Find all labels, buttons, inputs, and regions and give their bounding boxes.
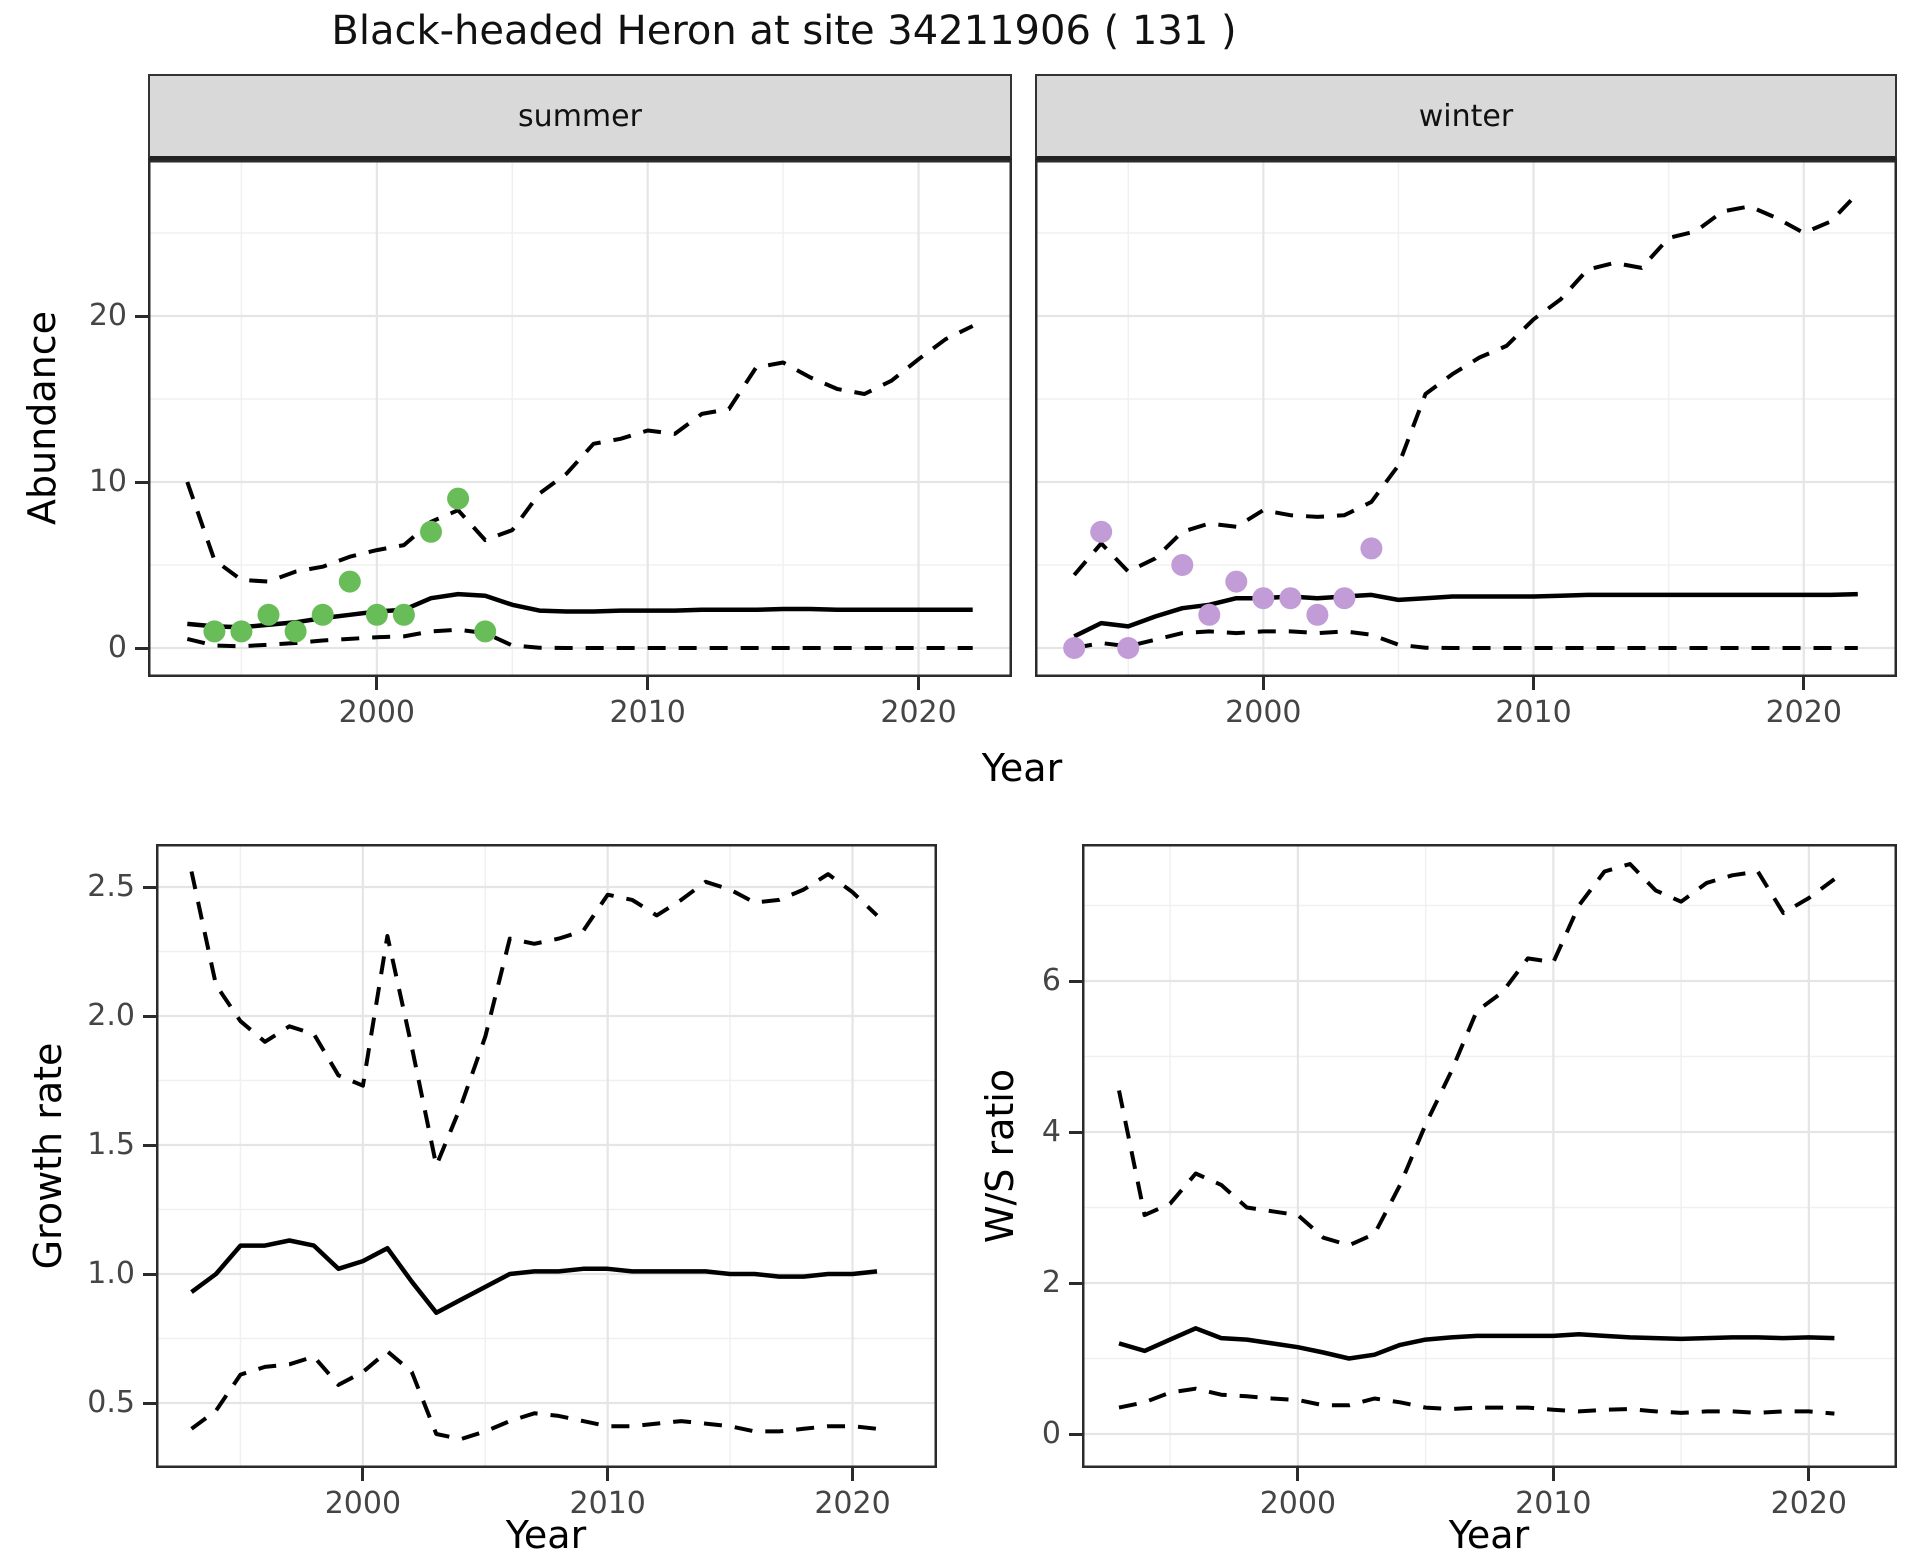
x-tick-label: 2010 (609, 695, 686, 730)
abundance_summer-median-line (187, 591, 973, 630)
growth_rate-median-line (190, 1238, 878, 1315)
x-tick-label: 2000 (1259, 1486, 1337, 1521)
y-tick-mark (143, 1143, 156, 1147)
x-tick-label: 2020 (1765, 695, 1842, 730)
y-tick-mark (143, 885, 156, 889)
y-tick-mark (1069, 1281, 1082, 1285)
facet-strip-winter: winter (1035, 74, 1897, 160)
y-tick-mark (143, 1401, 156, 1405)
abundance_winter-point (1306, 603, 1329, 626)
abundance_winter-svg (1035, 160, 1897, 677)
y-tick-mark (1069, 979, 1082, 983)
abundance_winter-point (1360, 537, 1383, 560)
y-tick-label: 4 (1041, 1114, 1061, 1149)
abundance_summer-point (420, 520, 442, 543)
x-tick-mark (1807, 1468, 1811, 1481)
x-tick-label: 2000 (338, 695, 416, 730)
abundance_winter-ci-line (1072, 191, 1860, 577)
y-tick-label: 20 (88, 298, 127, 333)
abundance_winter-point (1117, 637, 1140, 659)
y-tick-mark (135, 314, 148, 318)
abundance_summer-point (311, 603, 334, 626)
abundance_summer-point (338, 570, 361, 593)
abundance_winter-point (1252, 587, 1275, 610)
ws_ratio-ci-line (1118, 1386, 1835, 1416)
y-tick-label: 10 (88, 464, 127, 499)
x-tick-label: 2020 (814, 1486, 891, 1521)
abundance_winter-point (1279, 587, 1302, 610)
ws_ratio-ci-line (1117, 862, 1836, 1248)
x-tick-mark (375, 677, 379, 690)
x-tick-label: 2010 (1515, 1486, 1592, 1521)
y-tick-mark (1069, 1432, 1082, 1436)
x-tick-mark (361, 1468, 365, 1481)
facet-label-summer: summer (518, 98, 642, 134)
y-tick-label: 0.5 (87, 1385, 135, 1420)
y-tick-label: 6 (1041, 963, 1061, 998)
abundance_summer-ci-line (185, 324, 974, 584)
x-tick-label: 2000 (324, 1486, 402, 1521)
y-tick-label: 0 (1041, 1416, 1061, 1451)
y-tick-label: 0 (107, 630, 127, 665)
panel-abundance-summer (148, 160, 1012, 677)
abundance_winter-point (1171, 554, 1194, 576)
abundance_winter-point (1063, 637, 1086, 659)
growth_rate-ci-line (190, 1349, 878, 1442)
y-tick-label: 1.5 (87, 1127, 135, 1162)
abundance_winter-point (1333, 587, 1356, 610)
facet-label-winter: winter (1418, 98, 1514, 134)
y-tick-label: 2.5 (87, 869, 135, 904)
plot-title: Black-headed Heron at site 34211906 ( 13… (331, 8, 1237, 54)
x-tick-mark (917, 677, 921, 690)
y-tick-mark (1069, 1130, 1082, 1134)
x-tick-mark (851, 1468, 855, 1481)
abundance_summer-point (365, 603, 388, 626)
abundance_winter-point (1225, 570, 1248, 593)
x-axis-title-year-ws: Year (1448, 1513, 1530, 1557)
x-tick-label: 2000 (1225, 695, 1302, 730)
x-tick-label: 2010 (569, 1486, 646, 1521)
facet-strip-summer: summer (148, 74, 1012, 160)
ws_ratio-median-line (1118, 1326, 1835, 1361)
x-tick-mark (1532, 677, 1536, 690)
abundance_winter-point (1090, 520, 1113, 543)
abundance_summer-svg (148, 160, 1012, 677)
x-axis-title-year-top: Year (981, 746, 1063, 790)
abundance_summer-point (447, 487, 470, 510)
abundance_summer-point (474, 620, 497, 643)
abundance_summer-point (203, 620, 226, 643)
x-tick-mark (606, 1468, 610, 1481)
abundance_winter-point (1198, 603, 1221, 626)
abundance_summer-point (284, 620, 307, 643)
abundance_summer-ci-line (186, 627, 973, 650)
panel-abundance-winter (1035, 160, 1897, 677)
panel-growth-rate (156, 844, 937, 1468)
growth_rate-svg (156, 844, 937, 1468)
abundance_summer-point (230, 620, 253, 643)
abundance_summer-point (392, 603, 415, 626)
abundance_summer-point (257, 603, 280, 626)
y-tick-label: 1.0 (87, 1256, 135, 1291)
growth_rate-ci-line (189, 871, 879, 1168)
panel-ws-ratio (1082, 844, 1897, 1468)
y-tick-mark (143, 1272, 156, 1276)
y-tick-mark (135, 646, 148, 650)
x-tick-mark (1802, 677, 1806, 690)
x-tick-label: 2010 (1495, 695, 1572, 730)
x-tick-mark (646, 677, 650, 690)
y-tick-label: 2 (1041, 1265, 1061, 1300)
x-tick-label: 2020 (880, 695, 957, 730)
ws_ratio-svg (1082, 844, 1897, 1468)
y-tick-mark (135, 480, 148, 484)
x-axis-title-year-growth: Year (505, 1513, 587, 1557)
x-tick-mark (1261, 677, 1265, 690)
abundance_winter-ci-line (1073, 629, 1858, 650)
abundance_winter-median-line (1073, 591, 1858, 639)
y-tick-mark (143, 1014, 156, 1018)
y-tick-label: 2.0 (87, 998, 135, 1033)
x-tick-mark (1551, 1468, 1555, 1481)
x-tick-label: 2020 (1770, 1486, 1848, 1521)
x-tick-mark (1296, 1468, 1300, 1481)
